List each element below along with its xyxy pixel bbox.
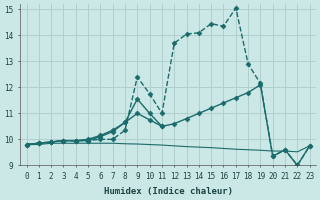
X-axis label: Humidex (Indice chaleur): Humidex (Indice chaleur) [104, 187, 233, 196]
